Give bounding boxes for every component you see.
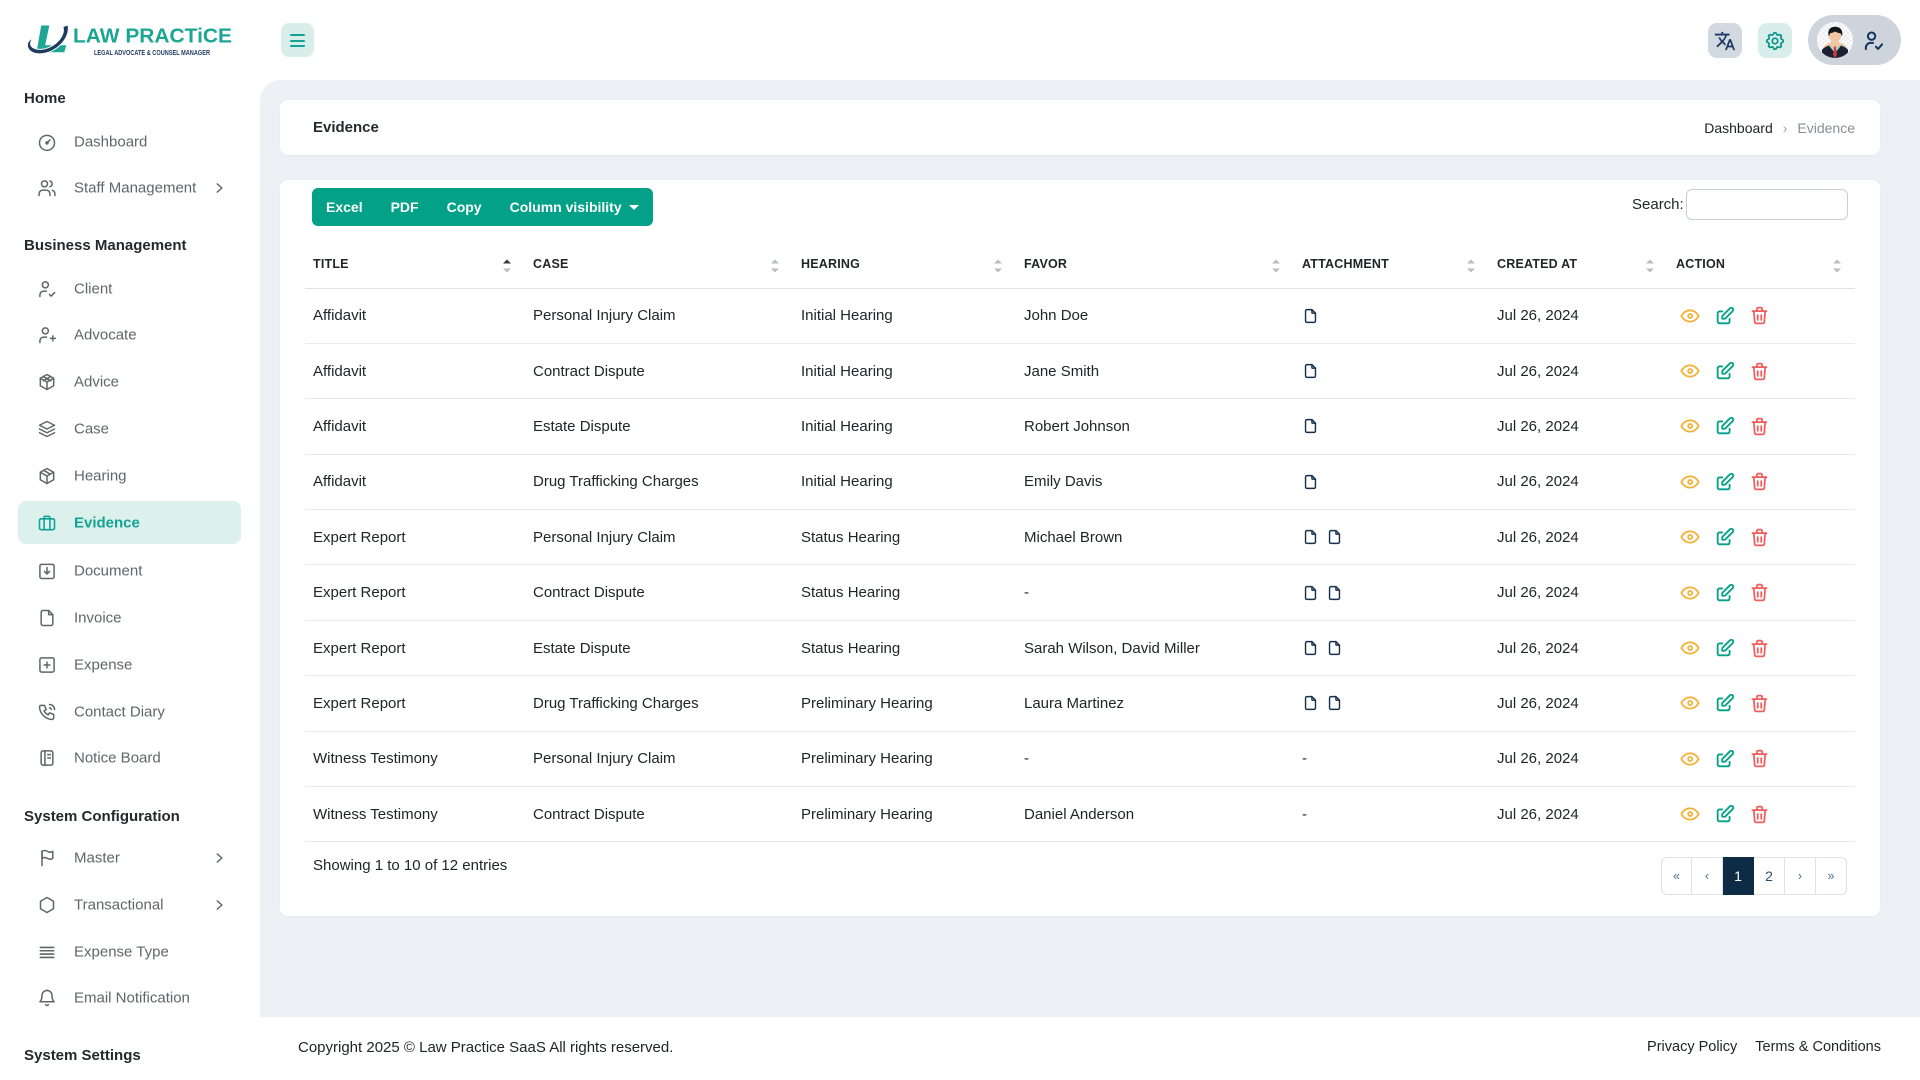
svg-text:LAW PRACTiCE: LAW PRACTiCE [73,26,232,48]
svg-text:LEGAL ADVOCATE & COUNSEL MANAG: LEGAL ADVOCATE & COUNSEL MANAGER [94,48,210,57]
